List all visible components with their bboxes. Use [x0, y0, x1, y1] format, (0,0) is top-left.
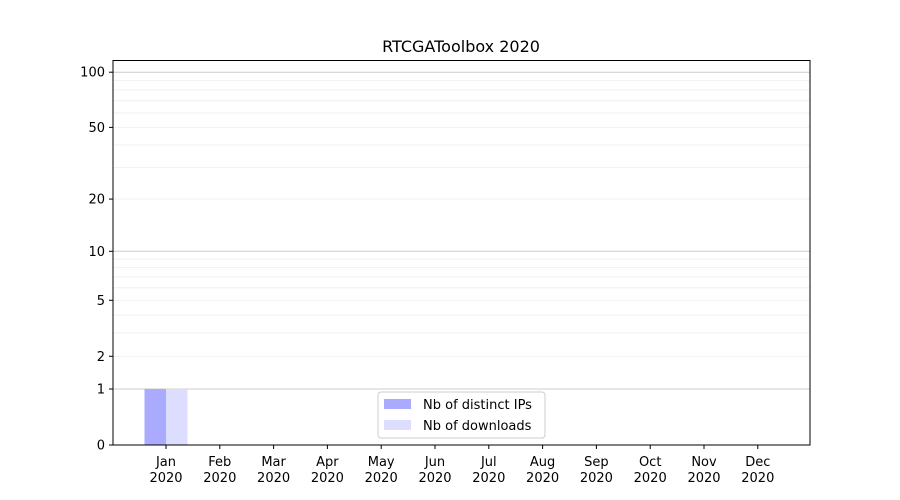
plot-frame	[112, 60, 811, 446]
y-tick-label: 0	[97, 439, 105, 454]
x-tick-label-month: Nov	[691, 455, 717, 470]
x-tick-label-month: Oct	[639, 455, 661, 470]
x-tick-label-month: Feb	[208, 455, 231, 470]
x-tick-label-year: 2020	[149, 471, 182, 486]
y-tick-label: 2	[97, 350, 105, 365]
x-tick-label-year: 2020	[741, 471, 774, 486]
x-tick-label-month: Aug	[530, 455, 555, 470]
x-tick-label-month: Mar	[261, 455, 286, 470]
x-tick-label-month: Jul	[480, 455, 497, 470]
legend-swatch	[384, 399, 411, 409]
x-tick-label-year: 2020	[203, 471, 236, 486]
y-tick-label: 20	[88, 193, 105, 208]
x-tick-label-year: 2020	[418, 471, 451, 486]
bar-downloads	[166, 389, 188, 445]
y-tick-label: 5	[97, 294, 105, 309]
legend-label: Nb of downloads	[423, 419, 532, 434]
bar-distinct-ips	[144, 389, 166, 445]
x-tick-label-year: 2020	[257, 471, 290, 486]
x-tick-label-month: Sep	[584, 455, 609, 470]
y-tick-label: 1	[97, 383, 105, 398]
y-tick-label: 100	[80, 66, 105, 81]
x-tick-label-year: 2020	[687, 471, 720, 486]
x-tick-label-month: Jan	[155, 455, 176, 470]
x-tick-label-month: Jun	[424, 455, 445, 470]
x-tick-label-year: 2020	[311, 471, 344, 486]
legend-label: Nb of distinct IPs	[423, 398, 532, 413]
y-tick-label: 50	[88, 121, 105, 136]
x-tick-label-month: May	[368, 455, 395, 470]
x-tick-label-year: 2020	[472, 471, 505, 486]
x-tick-label-year: 2020	[634, 471, 667, 486]
legend-swatch	[384, 420, 411, 430]
x-tick-label-year: 2020	[526, 471, 559, 486]
chart-title: RTCGAToolbox 2020	[382, 37, 540, 56]
legend: Nb of distinct IPs Nb of downloads	[377, 391, 546, 439]
x-tick-label-month: Dec	[745, 455, 770, 470]
x-tick-label-month: Apr	[316, 455, 339, 470]
x-tick-label-year: 2020	[580, 471, 613, 486]
x-tick-label-year: 2020	[365, 471, 398, 486]
y-tick-label: 10	[88, 245, 105, 260]
